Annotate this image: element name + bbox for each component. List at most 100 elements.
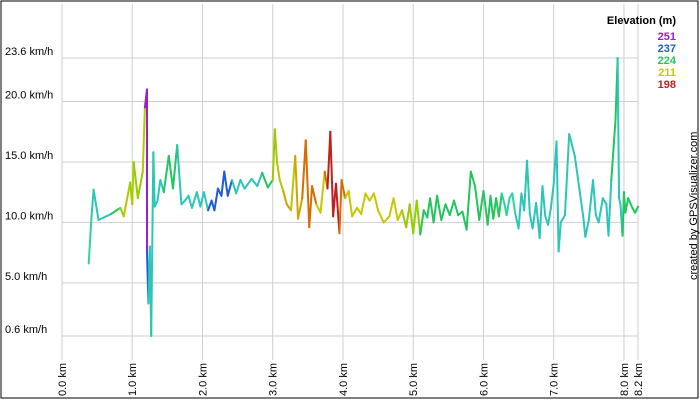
y-tick-label: 15.0 km/h (5, 150, 53, 162)
legend-item-198: 198 (658, 79, 676, 91)
legend-title: Elevation (m) (607, 15, 676, 27)
speed-line-segment (531, 202, 538, 230)
x-tick-label: 8.2 km (633, 363, 645, 396)
speed-line-segment (176, 144, 183, 206)
y-tick-label: 20.0 km/h (5, 90, 53, 102)
speed-line-segment (261, 171, 269, 189)
speed-line-segment (432, 194, 439, 224)
speed-line-segment (351, 206, 359, 218)
speed-line-segment (469, 170, 477, 188)
speed-line-segment (500, 192, 506, 206)
speed-line-segment (618, 197, 622, 206)
credit-text: created by GPSVisualizer.com (688, 132, 700, 280)
legend: Elevation (m) 251 237 224 211 198 (607, 15, 677, 91)
speed-line-segment (429, 197, 435, 224)
speed-line-segment (396, 209, 403, 221)
speed-line-segment (555, 140, 560, 253)
speed-line-segment (486, 194, 492, 226)
speed-line-segment (444, 203, 451, 217)
speed-line-segment (136, 170, 144, 200)
speed-line-segment (360, 192, 367, 215)
x-tick-label: 7.0 km (549, 363, 561, 396)
grid-lines (61, 4, 639, 360)
speed-line-segment (294, 154, 300, 220)
speed-line-segment (388, 197, 395, 218)
speed-line-segment (278, 179, 285, 192)
speed-line-segment (549, 182, 555, 209)
speed-line-segment (538, 185, 544, 240)
speed-line-segment (90, 188, 95, 218)
speed-line-segment (340, 179, 347, 200)
speed-line-segment (616, 57, 621, 200)
speed-line-segment (190, 191, 198, 209)
speed-line-segment (405, 203, 411, 229)
speed-line-segment (415, 199, 422, 236)
speed-line-segment (592, 179, 597, 217)
speed-line-segment (220, 170, 226, 197)
speed-line-segment (597, 197, 604, 224)
speed-line-segment (311, 185, 318, 206)
speed-line-segment (624, 197, 630, 214)
x-tick-label: 2.0 km (197, 363, 209, 396)
speed-line-segment (511, 192, 517, 214)
y-tick-label: 10.0 km/h (5, 210, 53, 222)
x-tick-label: 3.0 km (268, 363, 280, 396)
speed-line-segment (482, 189, 489, 226)
speed-series (87, 57, 639, 337)
speed-line-segment (230, 179, 238, 195)
speed-line-segment (587, 179, 595, 221)
speed-line-segment (150, 151, 155, 337)
speed-line-segment (563, 133, 571, 217)
speed-line-segment (239, 179, 246, 190)
speed-line-segment (559, 214, 566, 224)
speed-line-segment (541, 185, 547, 218)
speed-line-segment (364, 192, 371, 202)
speed-line-segment (436, 194, 443, 221)
speed-line-segment (162, 154, 170, 194)
speed-line-segment (110, 206, 122, 215)
y-tick-label: 23.6 km/h (5, 46, 53, 58)
speed-line-segment (243, 177, 253, 190)
speed-line-segment (266, 179, 274, 189)
speed-line-segment (141, 106, 146, 173)
speed-line-segment (187, 194, 193, 209)
speed-line-segment (601, 197, 608, 206)
speed-line-segment (478, 189, 485, 221)
speed-line-segment (392, 197, 399, 221)
speed-line-segment (152, 151, 156, 208)
x-tick-label: 4.0 km (338, 363, 350, 396)
speed-line-segment (226, 179, 233, 197)
speed-line-segment (610, 118, 617, 182)
speed-line-segment (372, 192, 380, 212)
speed-line-segment (87, 215, 93, 265)
speed-line-segment (329, 130, 335, 218)
x-tick-label: 0.0 km (57, 363, 69, 396)
speed-line-segment (223, 170, 229, 197)
speed-line-segment (547, 206, 552, 226)
speed-line-segment (308, 185, 314, 229)
speed-line-segment (122, 181, 132, 218)
speed-line-segment (517, 192, 523, 230)
speed-line-segment (347, 189, 354, 218)
x-tick-label: 8.0 km (619, 363, 631, 396)
speed-line-segment (526, 159, 531, 215)
speed-line-segment (199, 191, 205, 208)
speed-line-segment (584, 218, 590, 238)
speed-line-segment (377, 209, 385, 224)
speed-line-segment (419, 209, 425, 236)
speed-line-segment (448, 199, 455, 217)
speed-line-segment (304, 139, 311, 229)
speed-line-segment (289, 154, 297, 212)
speed-line-segment (505, 197, 511, 217)
speed-line-segment (607, 179, 613, 237)
speed-line-segment (577, 185, 585, 218)
speed-line-segment (474, 185, 481, 221)
speed-line-segment (382, 215, 391, 224)
speed-line-segment (202, 191, 210, 212)
speed-line-segment (92, 188, 100, 221)
speed-line-segment (319, 170, 326, 214)
speed-line-segment (557, 221, 562, 253)
